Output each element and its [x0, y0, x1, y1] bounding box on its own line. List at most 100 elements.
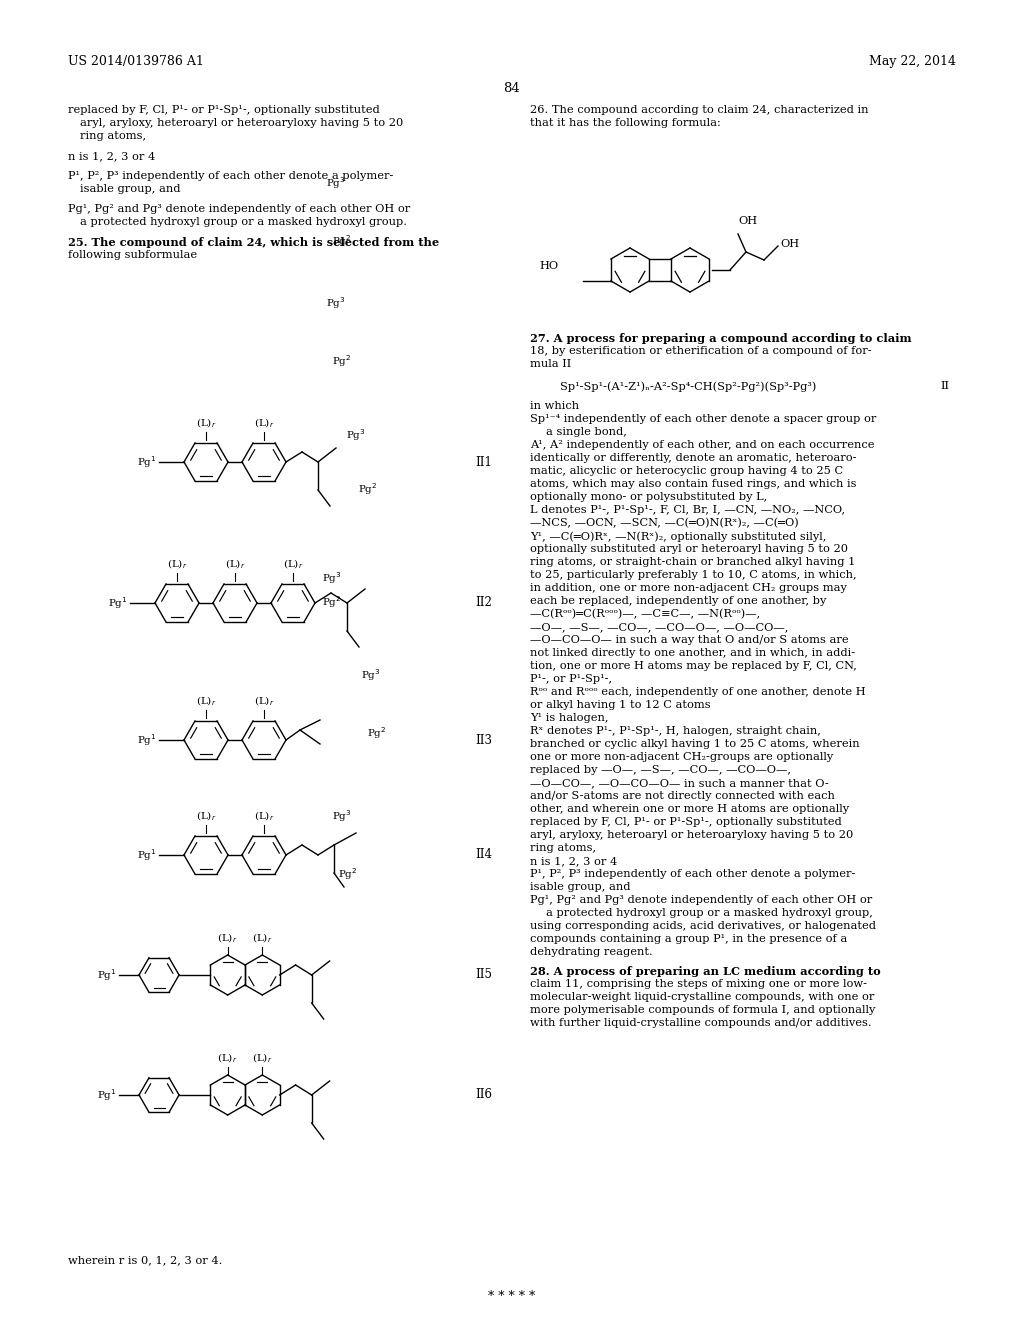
Text: Pg$^1$: Pg$^1$ [109, 595, 128, 611]
Text: a protected hydroxyl group or a masked hydroxyl group.: a protected hydroxyl group or a masked h… [80, 216, 407, 227]
Text: A¹, A² independently of each other, and on each occurrence: A¹, A² independently of each other, and … [530, 440, 874, 450]
Text: (L)$_r$: (L)$_r$ [254, 694, 274, 708]
Text: other, and wherein one or more H atoms are optionally: other, and wherein one or more H atoms a… [530, 804, 849, 814]
Text: Pg$^2$: Pg$^2$ [332, 354, 351, 368]
Text: to 25, particularly preferably 1 to 10, C atoms, in which,: to 25, particularly preferably 1 to 10, … [530, 570, 857, 579]
Text: US 2014/0139786 A1: US 2014/0139786 A1 [68, 55, 204, 69]
Text: atoms, which may also contain fused rings, and which is: atoms, which may also contain fused ring… [530, 479, 856, 488]
Text: (L)$_r$: (L)$_r$ [196, 809, 216, 822]
Text: (L)$_r$: (L)$_r$ [252, 932, 272, 945]
Text: (L)$_r$: (L)$_r$ [196, 694, 216, 708]
Text: —C(Rᵒᵒ)═C(Rᵒᵒᵒ)—, —C≡C—, —N(Rᵒᵒ)—,: —C(Rᵒᵒ)═C(Rᵒᵒᵒ)—, —C≡C—, —N(Rᵒᵒ)—, [530, 609, 760, 619]
Text: —O—CO—, —O—CO—O— in such a manner that O-: —O—CO—, —O—CO—O— in such a manner that O… [530, 777, 828, 788]
Text: each be replaced, independently of one another, by: each be replaced, independently of one a… [530, 597, 826, 606]
Text: Pg$^2$: Pg$^2$ [322, 594, 342, 610]
Text: II5: II5 [475, 969, 492, 982]
Text: —O—CO—O— in such a way that O and/or S atoms are: —O—CO—O— in such a way that O and/or S a… [530, 635, 849, 645]
Text: using corresponding acids, acid derivatives, or halogenated: using corresponding acids, acid derivati… [530, 921, 876, 931]
Text: Y¹, —C(═O)Rˣ, —N(Rˣ)₂, optionally substituted silyl,: Y¹, —C(═O)Rˣ, —N(Rˣ)₂, optionally substi… [530, 531, 826, 541]
Text: (L)$_r$: (L)$_r$ [217, 932, 238, 945]
Text: —NCS, —OCN, —SCN, —C(═O)N(Rˣ)₂, —C(═O): —NCS, —OCN, —SCN, —C(═O)N(Rˣ)₂, —C(═O) [530, 517, 799, 528]
Text: L denotes P¹-, P¹-Sp¹-, F, Cl, Br, I, —CN, —NO₂, —NCO,: L denotes P¹-, P¹-Sp¹-, F, Cl, Br, I, —C… [530, 506, 845, 515]
Text: or alkyl having 1 to 12 C atoms: or alkyl having 1 to 12 C atoms [530, 700, 711, 710]
Text: ring atoms, or straight-chain or branched alkyl having 1: ring atoms, or straight-chain or branche… [530, 557, 855, 568]
Text: (L)$_r$: (L)$_r$ [252, 1052, 272, 1065]
Text: 27. A process for preparing a compound according to claim: 27. A process for preparing a compound a… [530, 333, 911, 345]
Text: Rˣ denotes P¹-, P¹-Sp¹-, H, halogen, straight chain,: Rˣ denotes P¹-, P¹-Sp¹-, H, halogen, str… [530, 726, 821, 737]
Text: replaced by F, Cl, P¹- or P¹-Sp¹-, optionally substituted: replaced by F, Cl, P¹- or P¹-Sp¹-, optio… [68, 106, 380, 115]
Text: Sp¹⁻⁴ independently of each other denote a spacer group or: Sp¹⁻⁴ independently of each other denote… [530, 414, 877, 424]
Text: and/or S-atoms are not directly connected with each: and/or S-atoms are not directly connecte… [530, 791, 835, 801]
Text: Pg$^1$: Pg$^1$ [137, 733, 157, 748]
Text: claim 11, comprising the steps of mixing one or more low-: claim 11, comprising the steps of mixing… [530, 979, 867, 989]
Text: Pg$^3$: Pg$^3$ [361, 667, 381, 682]
Text: (L)$_r$: (L)$_r$ [254, 809, 274, 822]
Text: 25. The compound of claim 24, which is selected from the: 25. The compound of claim 24, which is s… [68, 238, 439, 248]
Text: (L)$_r$: (L)$_r$ [254, 416, 274, 430]
Text: ring atoms,: ring atoms, [80, 131, 146, 141]
Text: following subformulae: following subformulae [68, 249, 198, 260]
Text: compounds containing a group P¹, in the presence of a: compounds containing a group P¹, in the … [530, 935, 847, 944]
Text: II6: II6 [475, 1089, 492, 1101]
Text: not linked directly to one another, and in which, in addi-: not linked directly to one another, and … [530, 648, 855, 657]
Text: (L)$_r$: (L)$_r$ [283, 557, 303, 572]
Text: one or more non-adjacent CH₂-groups are optionally: one or more non-adjacent CH₂-groups are … [530, 752, 834, 762]
Text: II4: II4 [475, 849, 492, 862]
Text: dehydrating reagent.: dehydrating reagent. [530, 946, 652, 957]
Text: optionally mono- or polysubstituted by L,: optionally mono- or polysubstituted by L… [530, 492, 767, 502]
Text: optionally substituted aryl or heteroaryl having 5 to 20: optionally substituted aryl or heteroary… [530, 544, 848, 554]
Text: 84: 84 [504, 82, 520, 95]
Text: Pg$^3$: Pg$^3$ [326, 176, 345, 191]
Text: more polymerisable compounds of formula I, and optionally: more polymerisable compounds of formula … [530, 1005, 876, 1015]
Text: wherein r is 0, 1, 2, 3 or 4.: wherein r is 0, 1, 2, 3 or 4. [68, 1255, 222, 1265]
Text: tion, one or more H atoms may be replaced by F, Cl, CN,: tion, one or more H atoms may be replace… [530, 661, 857, 671]
Text: P¹-, or P¹-Sp¹-,: P¹-, or P¹-Sp¹-, [530, 675, 612, 684]
Text: branched or cyclic alkyl having 1 to 25 C atoms, wherein: branched or cyclic alkyl having 1 to 25 … [530, 739, 859, 748]
Text: replaced by F, Cl, P¹- or P¹-Sp¹-, optionally substituted: replaced by F, Cl, P¹- or P¹-Sp¹-, optio… [530, 817, 842, 828]
Text: 26. The compound according to claim 24, characterized in: 26. The compound according to claim 24, … [530, 106, 868, 115]
Text: HO: HO [540, 261, 559, 271]
Text: 28. A process of preparing an LC medium according to: 28. A process of preparing an LC medium … [530, 966, 881, 977]
Text: n is 1, 2, 3 or 4: n is 1, 2, 3 or 4 [530, 855, 617, 866]
Text: isable group, and: isable group, and [80, 183, 180, 194]
Text: Pg¹, Pg² and Pg³ denote independently of each other OH or: Pg¹, Pg² and Pg³ denote independently of… [530, 895, 872, 906]
Text: P¹, P², P³ independently of each other denote a polymer-: P¹, P², P³ independently of each other d… [68, 172, 393, 181]
Text: Pg$^2$: Pg$^2$ [332, 234, 351, 249]
Text: Rᵒᵒ and Rᵒᵒᵒ each, independently of one another, denote H: Rᵒᵒ and Rᵒᵒᵒ each, independently of one … [530, 686, 865, 697]
Text: II2: II2 [475, 597, 492, 610]
Text: II1: II1 [475, 455, 492, 469]
Text: Pg$^1$: Pg$^1$ [97, 1088, 117, 1104]
Text: aryl, aryloxy, heteroaryl or heteroaryloxy having 5 to 20: aryl, aryloxy, heteroaryl or heteroarylo… [530, 830, 853, 840]
Text: (L)$_r$: (L)$_r$ [217, 1052, 238, 1065]
Text: Pg$^1$: Pg$^1$ [137, 454, 157, 470]
Text: n is 1, 2, 3 or 4: n is 1, 2, 3 or 4 [68, 150, 156, 161]
Text: Pg$^1$: Pg$^1$ [97, 968, 117, 983]
Text: * * * * *: * * * * * [488, 1290, 536, 1303]
Text: Sp¹-Sp¹-(A¹-Z¹)ₙ-A²-Sp⁴-CH(Sp²-Pg²)(Sp³-Pg³): Sp¹-Sp¹-(A¹-Z¹)ₙ-A²-Sp⁴-CH(Sp²-Pg²)(Sp³-… [560, 381, 816, 392]
Text: (L)$_r$: (L)$_r$ [196, 416, 216, 430]
Text: OH: OH [780, 239, 799, 249]
Text: a single bond,: a single bond, [546, 426, 627, 437]
Text: replaced by —O—, —S—, —CO—, —CO—O—,: replaced by —O—, —S—, —CO—, —CO—O—, [530, 766, 791, 775]
Text: isable group, and: isable group, and [530, 882, 631, 892]
Text: Pg$^2$: Pg$^2$ [358, 480, 378, 496]
Text: ring atoms,: ring atoms, [530, 843, 596, 853]
Text: II3: II3 [475, 734, 492, 747]
Text: (L)$_r$: (L)$_r$ [167, 557, 187, 572]
Text: molecular-weight liquid-crystalline compounds, with one or: molecular-weight liquid-crystalline comp… [530, 993, 874, 1002]
Text: Pg$^3$: Pg$^3$ [322, 570, 342, 586]
Text: II: II [940, 381, 949, 391]
Text: mula II: mula II [530, 359, 571, 370]
Text: Pg$^2$: Pg$^2$ [338, 866, 357, 882]
Text: matic, alicyclic or heterocyclic group having 4 to 25 C: matic, alicyclic or heterocyclic group h… [530, 466, 843, 477]
Text: identically or differently, denote an aromatic, heteroaro-: identically or differently, denote an ar… [530, 453, 856, 463]
Text: —O—, —S—, —CO—, —CO—O—, —O—CO—,: —O—, —S—, —CO—, —CO—O—, —O—CO—, [530, 622, 788, 632]
Text: a protected hydroxyl group or a masked hydroxyl group,: a protected hydroxyl group or a masked h… [546, 908, 872, 917]
Text: that it has the following formula:: that it has the following formula: [530, 117, 721, 128]
Text: with further liquid-crystalline compounds and/or additives.: with further liquid-crystalline compound… [530, 1018, 871, 1028]
Text: 18, by esterification or etherification of a compound of for-: 18, by esterification or etherification … [530, 346, 871, 356]
Text: Pg$^1$: Pg$^1$ [137, 847, 157, 863]
Text: May 22, 2014: May 22, 2014 [869, 55, 956, 69]
Text: Pg$^2$: Pg$^2$ [367, 725, 387, 741]
Text: OH: OH [738, 216, 757, 226]
